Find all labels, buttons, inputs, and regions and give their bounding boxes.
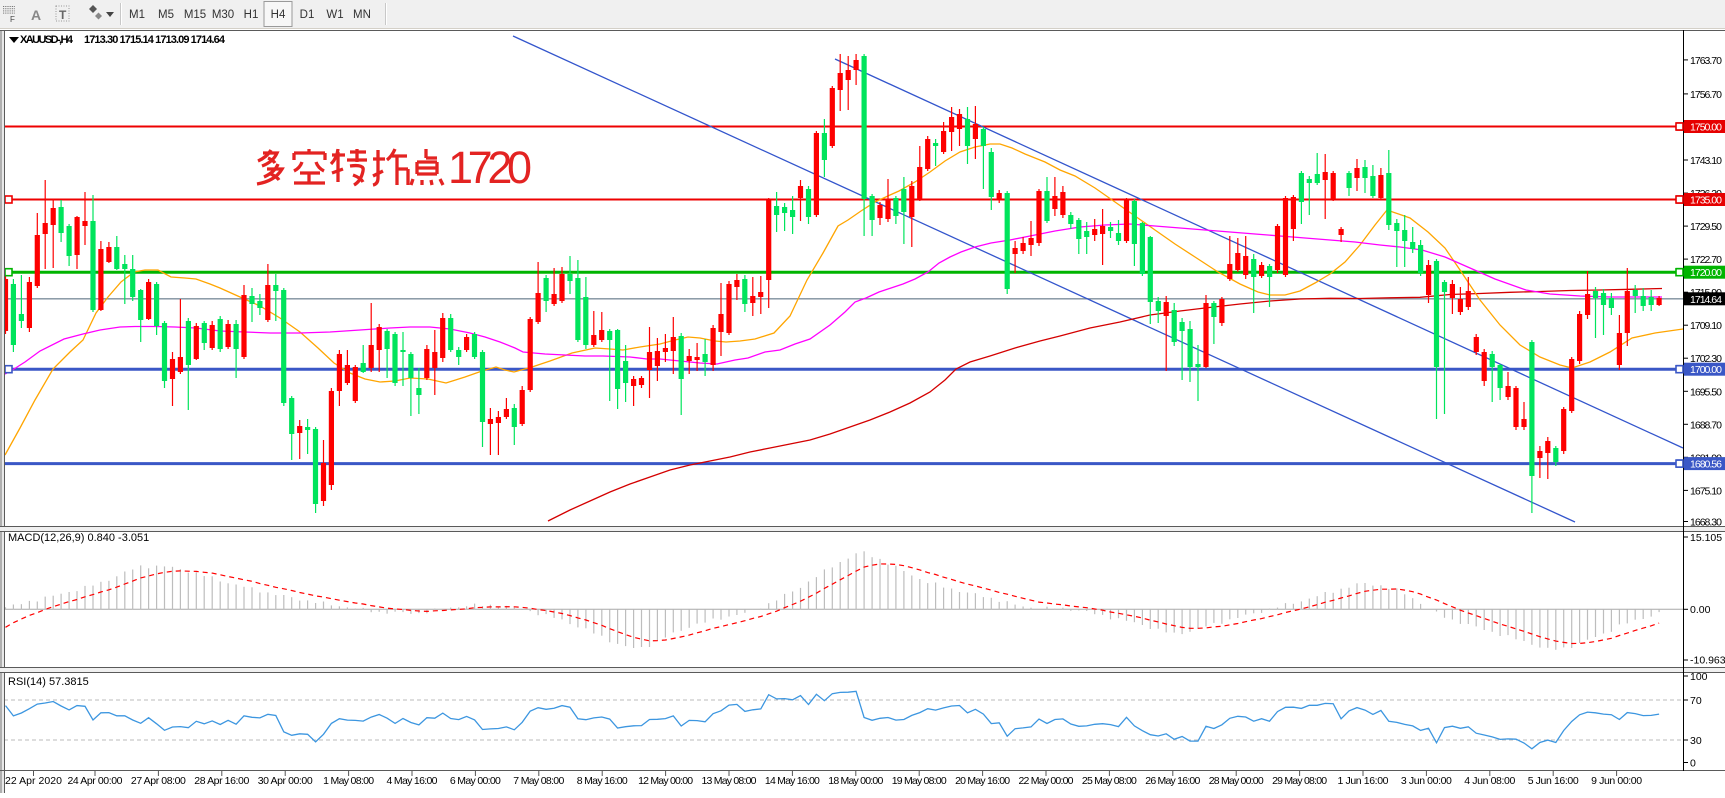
svg-text:1743.10: 1743.10 [1690, 155, 1722, 167]
svg-text:4 May 16:00: 4 May 16:00 [387, 775, 438, 787]
svg-text:T: T [59, 8, 67, 22]
svg-text:A: A [31, 7, 41, 23]
svg-text:22 Apr 2020: 22 Apr 2020 [5, 775, 62, 787]
svg-text:29 May 08:00: 29 May 08:00 [1272, 775, 1327, 787]
svg-text:1680.56: 1680.56 [1690, 459, 1722, 471]
svg-text:XAUUSD-,H4: XAUUSD-,H4 [20, 34, 74, 46]
svg-text:70: 70 [1690, 695, 1702, 707]
svg-text:M15: M15 [184, 9, 206, 21]
svg-text:3 Jun 00:00: 3 Jun 00:00 [1401, 775, 1452, 787]
svg-text:1713.30 1715.14 1713.09 1714.6: 1713.30 1715.14 1713.09 1714.64 [84, 34, 226, 46]
svg-text:1722.70: 1722.70 [1690, 254, 1722, 266]
svg-text:MACD(12,26,9) 0.840 -3.051: MACD(12,26,9) 0.840 -3.051 [8, 532, 149, 544]
svg-text:4 Jun 08:00: 4 Jun 08:00 [1464, 775, 1515, 787]
svg-text:14 May 16:00: 14 May 16:00 [765, 775, 820, 787]
svg-text:1702.30: 1702.30 [1690, 353, 1722, 365]
svg-text:1 May 08:00: 1 May 08:00 [323, 775, 374, 787]
svg-text:13 May 08:00: 13 May 08:00 [702, 775, 757, 787]
svg-text:28 Apr 16:00: 28 Apr 16:00 [194, 775, 249, 787]
svg-text:22 May 00:00: 22 May 00:00 [1019, 775, 1074, 787]
svg-text:20 May 16:00: 20 May 16:00 [955, 775, 1010, 787]
svg-text:12 May 00:00: 12 May 00:00 [638, 775, 693, 787]
svg-text:1688.70: 1688.70 [1690, 419, 1722, 431]
svg-text:1695.50: 1695.50 [1690, 386, 1722, 398]
svg-text:M5: M5 [158, 9, 174, 21]
svg-text:1750.00: 1750.00 [1690, 122, 1722, 134]
svg-text:30 Apr 00:00: 30 Apr 00:00 [258, 775, 313, 787]
svg-text:5 Jun 16:00: 5 Jun 16:00 [1528, 775, 1579, 787]
svg-text:-10.963: -10.963 [1690, 655, 1725, 667]
svg-text:W1: W1 [326, 9, 343, 21]
svg-text:D1: D1 [300, 9, 315, 21]
svg-text:H1: H1 [244, 9, 259, 21]
svg-text:1720.00: 1720.00 [1690, 267, 1722, 279]
svg-text:M1: M1 [129, 9, 145, 21]
svg-text:1714.64: 1714.64 [1690, 294, 1722, 306]
svg-text:6 May 00:00: 6 May 00:00 [450, 775, 501, 787]
svg-text:100: 100 [1690, 671, 1708, 683]
svg-text:RSI(14) 57.3815: RSI(14) 57.3815 [8, 676, 89, 688]
svg-text:8 May 16:00: 8 May 16:00 [577, 775, 628, 787]
svg-text:1668.30: 1668.30 [1690, 517, 1722, 529]
svg-text:19 May 08:00: 19 May 08:00 [892, 775, 947, 787]
svg-text:18 May 00:00: 18 May 00:00 [828, 775, 883, 787]
svg-text:0: 0 [1690, 758, 1696, 770]
svg-text:H4: H4 [271, 9, 286, 21]
svg-text:15.105: 15.105 [1690, 532, 1722, 544]
svg-text:0.00: 0.00 [1690, 604, 1711, 616]
svg-text:1709.10: 1709.10 [1690, 320, 1722, 332]
svg-text:26 May 16:00: 26 May 16:00 [1145, 775, 1200, 787]
svg-text:1675.10: 1675.10 [1690, 485, 1722, 497]
svg-text:30: 30 [1690, 735, 1702, 747]
svg-text:1756.70: 1756.70 [1690, 89, 1722, 101]
svg-text:1720: 1720 [448, 142, 532, 193]
svg-text:1700.00: 1700.00 [1690, 364, 1722, 376]
svg-text:M30: M30 [212, 9, 234, 21]
svg-text:1729.50: 1729.50 [1690, 221, 1722, 233]
svg-text:F: F [10, 15, 15, 24]
svg-text:27 Apr 08:00: 27 Apr 08:00 [131, 775, 186, 787]
svg-text:1735.00: 1735.00 [1690, 195, 1722, 207]
svg-text:24 Apr 00:00: 24 Apr 00:00 [68, 775, 123, 787]
svg-text:7 May 08:00: 7 May 08:00 [513, 775, 564, 787]
svg-text:1 Jun 16:00: 1 Jun 16:00 [1338, 775, 1389, 787]
svg-text:MN: MN [353, 9, 371, 21]
svg-text:25 May 08:00: 25 May 08:00 [1082, 775, 1137, 787]
svg-text:9 Jun 00:00: 9 Jun 00:00 [1591, 775, 1642, 787]
svg-text:1763.70: 1763.70 [1690, 55, 1722, 67]
svg-text:28 May 00:00: 28 May 00:00 [1209, 775, 1264, 787]
